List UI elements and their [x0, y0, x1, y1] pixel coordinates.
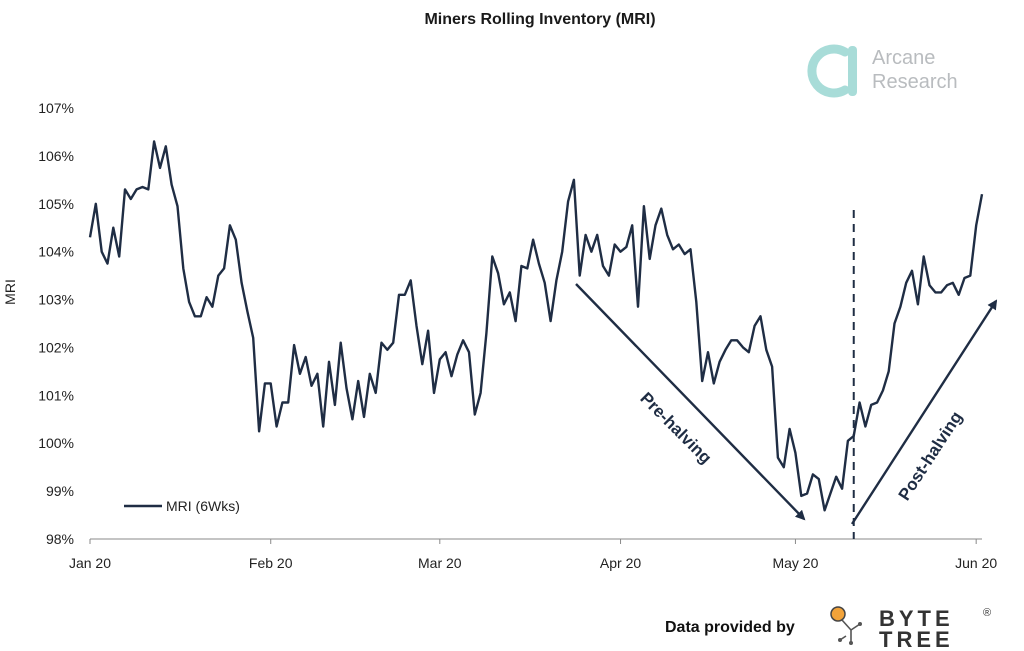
pre-halving-label: Pre-halving: [636, 389, 715, 468]
y-tick-label: 99%: [46, 483, 74, 499]
arcane-brand-line2: Research: [872, 71, 958, 93]
y-tick-label: 102%: [38, 339, 74, 355]
post-halving-arrow: [850, 299, 998, 525]
legend-label: MRI (6Wks): [166, 498, 240, 514]
post-halving-label: Post-halving: [895, 408, 966, 504]
bytetree-line1: BYTE: [879, 606, 954, 631]
chart-title: Miners Rolling Inventory (MRI): [424, 11, 655, 28]
arcane-brand-line1: Arcane: [872, 47, 935, 69]
y-axis-label: MRI: [2, 279, 18, 305]
x-tick-label: Jun 20: [955, 555, 997, 571]
y-tick-label: 107%: [38, 100, 74, 116]
data-credit: Data provided by BYTE TREE ®: [665, 606, 991, 651]
x-tick-label: Jan 20: [69, 555, 111, 571]
bytetree-line2: TREE: [879, 627, 954, 651]
mri-series-line: [88, 140, 984, 512]
credit-text: Data provided by: [665, 619, 795, 636]
x-axis-ticks: Jan 20 Feb 20 Mar 20 Apr 20 May 20 Jun 20: [69, 539, 997, 571]
y-axis-ticks: 98% 99% 100% 101% 102% 103% 104% 105% 106% 107%: [38, 100, 74, 547]
pre-halving-arrow: [575, 283, 806, 521]
arcane-logo-icon: [807, 44, 857, 98]
x-tick-label: Feb 20: [249, 555, 293, 571]
legend: MRI (6Wks): [124, 498, 240, 514]
y-tick-label: 106%: [38, 148, 74, 164]
bytetree-registered-mark: ®: [983, 607, 991, 619]
y-tick-label: 105%: [38, 196, 74, 212]
x-tick-label: Apr 20: [600, 555, 641, 571]
y-tick-label: 101%: [38, 387, 74, 403]
bytetree-logo-icon: [830, 606, 862, 645]
arcane-research-logo: Arcane Research: [807, 44, 958, 98]
y-tick-label: 104%: [38, 244, 74, 260]
y-tick-label: 103%: [38, 292, 74, 308]
y-tick-label: 98%: [46, 531, 74, 547]
x-tick-label: May 20: [772, 555, 818, 571]
y-tick-label: 100%: [38, 435, 74, 451]
x-tick-label: Mar 20: [418, 555, 462, 571]
